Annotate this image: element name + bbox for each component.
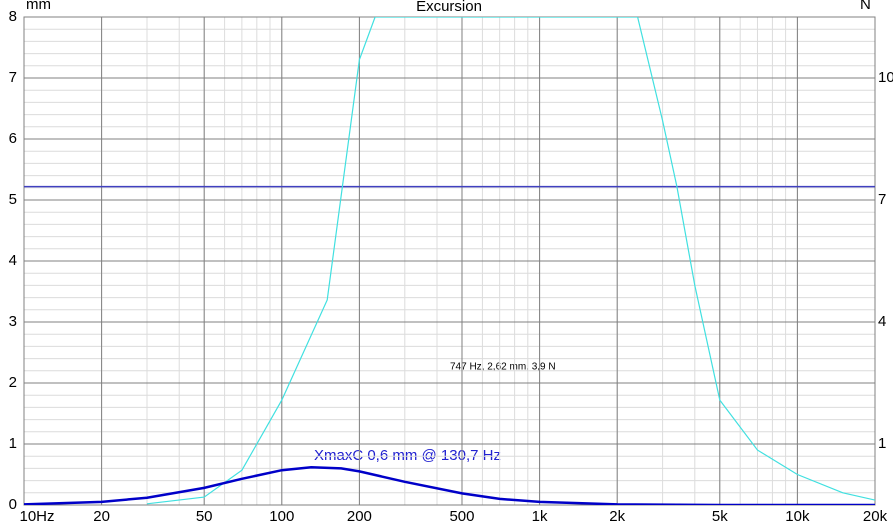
x-tick-label: 200 xyxy=(347,508,372,525)
series-line xyxy=(146,17,875,505)
chart-title: Excursion xyxy=(416,0,482,15)
y2-tick-label: 1 xyxy=(878,435,886,452)
y-tick-label: 6 xyxy=(9,130,17,147)
y2-tick-label: 10 xyxy=(878,69,893,86)
y-tick-label: 4 xyxy=(9,252,17,269)
annotation: 747 Hz, 2,62 mm, 3,9 N xyxy=(450,362,556,373)
y-axis-label: mm xyxy=(26,0,51,13)
series-line xyxy=(24,465,875,505)
y-tick-label: 8 xyxy=(9,8,17,25)
x-tick-label: 1k xyxy=(532,508,548,525)
y-tick-label: 7 xyxy=(9,69,17,86)
y2-tick-label: 4 xyxy=(878,313,886,330)
x-tick-label: 5k xyxy=(712,508,728,525)
y2-tick-label: 7 xyxy=(878,191,886,208)
plot-area xyxy=(24,17,875,505)
y2-axis-label: N xyxy=(860,0,871,13)
x-tick-label: 2k xyxy=(609,508,625,525)
x-tick-label: 20 xyxy=(93,508,110,525)
x-tick-label: 100 xyxy=(269,508,294,525)
y-tick-label: 2 xyxy=(9,374,17,391)
x-tick-label: 10Hz xyxy=(19,508,54,525)
y-tick-label: 3 xyxy=(9,313,17,330)
x-tick-label: 50 xyxy=(196,508,213,525)
x-tick-label: 500 xyxy=(449,508,474,525)
x-tick-label: 20k xyxy=(863,508,888,525)
y-tick-label: 0 xyxy=(9,496,17,513)
y-tick-label: 5 xyxy=(9,191,17,208)
annotation: XmaxC 0,6 mm @ 130,7 Hz xyxy=(314,447,501,464)
x-tick-label: 10k xyxy=(785,508,810,525)
y-tick-label: 1 xyxy=(9,435,17,452)
